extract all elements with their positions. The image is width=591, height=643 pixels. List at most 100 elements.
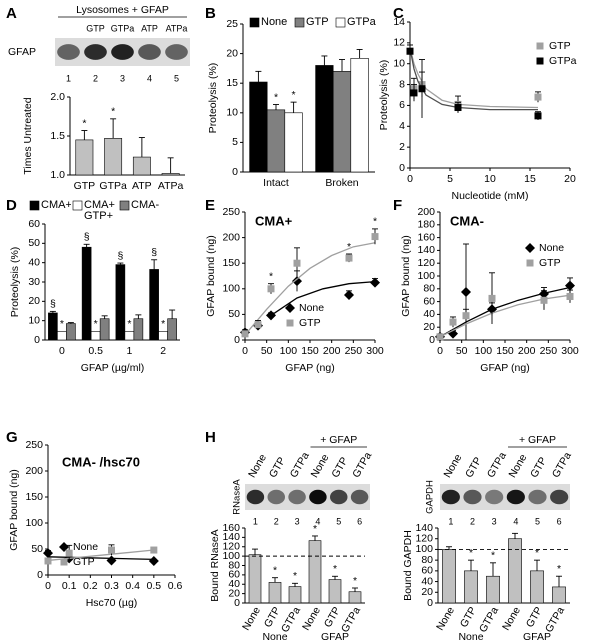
x-tick-label: 0.4	[125, 580, 140, 592]
x-tick-label: 15	[524, 173, 536, 185]
x-tick-label: None	[240, 605, 263, 633]
legend-label-box: CMA+ GTP+	[84, 200, 115, 222]
blot-band	[57, 44, 80, 60]
y-tick-label: 1.5	[50, 130, 65, 142]
lane-label: None	[441, 452, 464, 480]
y-tick-label: 0	[232, 166, 238, 178]
chart-title: CMA- /hsc70	[62, 454, 140, 469]
x-tick-label: 0	[242, 345, 248, 357]
y-tick-label: 0	[34, 334, 40, 346]
point	[454, 104, 462, 112]
y-tick-label: 20	[228, 587, 240, 599]
bar	[249, 81, 268, 173]
lane-label: GTPa	[485, 450, 509, 480]
legend-marker	[59, 542, 69, 552]
x-tick-label: GTP	[524, 605, 545, 630]
lane-label: GTP	[528, 455, 549, 480]
y-tick-label: 160	[417, 231, 435, 243]
bar-annotation: §	[117, 250, 123, 262]
point	[344, 289, 354, 300]
y-tick-label: 180	[417, 219, 435, 231]
bar-annotation: *	[535, 547, 539, 559]
y-tick-label: 30	[28, 276, 40, 288]
lane-number: 4	[147, 73, 152, 83]
bar	[66, 323, 76, 341]
y-tick-label: 100	[25, 517, 43, 529]
lane-label: GTPa	[550, 450, 574, 480]
y-tick-label: 50	[31, 543, 43, 555]
lane-label: GTP	[86, 23, 105, 33]
x-tick-label: 200	[518, 345, 536, 357]
bar	[266, 109, 286, 173]
chart-title: CMA+	[255, 213, 293, 228]
x-tick-label: 50	[456, 345, 468, 357]
bar-annotation: *	[469, 547, 473, 559]
x-tick-label: 200	[323, 345, 341, 357]
lane-label: GTP	[329, 455, 350, 480]
bar	[48, 312, 58, 341]
lane-number: 1	[253, 516, 258, 526]
legend-swatch	[72, 200, 83, 211]
lane-number: 5	[535, 516, 540, 526]
legend-label: None	[261, 17, 288, 28]
blot-band	[550, 489, 569, 505]
blot-band	[165, 44, 188, 60]
panel-letter: F	[393, 197, 402, 214]
bar	[288, 586, 302, 604]
bar	[530, 570, 544, 604]
y-tick-label: 60	[421, 565, 433, 577]
legend-label: GTP	[306, 17, 329, 28]
y-tick-label: 150	[25, 491, 43, 503]
legend-label: GTP	[299, 317, 321, 329]
bar	[90, 330, 101, 341]
fit-line	[244, 242, 376, 336]
blot-band	[485, 489, 504, 505]
point	[44, 557, 52, 565]
point	[108, 546, 115, 554]
legend-label: GTPa	[347, 17, 376, 28]
fit-line	[439, 286, 571, 338]
x-tick-label: 250	[345, 345, 363, 357]
lane-label: None	[506, 452, 529, 480]
legend-marker	[536, 57, 544, 65]
y-axis-label: Times Untreated	[22, 97, 34, 174]
bar	[328, 579, 342, 604]
lane-number: 3	[492, 516, 497, 526]
legend-label: CMA+ GTP+	[84, 200, 115, 222]
panel-letter: E	[205, 197, 215, 214]
y-tick-label: 20	[226, 47, 238, 59]
bar-annotation: *	[161, 318, 165, 330]
y-tick-label: 0	[37, 569, 43, 581]
y-tick-label: 2	[399, 141, 405, 153]
x-tick-label: ATP	[132, 180, 152, 192]
lane-label: GTPa	[111, 23, 135, 33]
x-tick-label: 1	[126, 345, 132, 357]
y-tick-label: 80	[228, 559, 240, 571]
lane-number: 3	[295, 516, 300, 526]
bar	[104, 138, 123, 176]
y-tick-label: 200	[417, 206, 435, 218]
bar-annotation: §	[151, 247, 157, 259]
fit-line	[409, 47, 538, 111]
point	[65, 549, 73, 557]
y-axis-label: GFAP bound (ng)	[8, 469, 20, 551]
panel-letter: B	[205, 5, 216, 22]
y-tick-label: 14	[393, 16, 405, 28]
point	[106, 555, 117, 566]
lane-number: 5	[174, 73, 179, 83]
blot-band	[288, 489, 306, 505]
y-tick-label: 40	[28, 256, 40, 268]
y-axis-label: Proteolysis (%)	[9, 247, 21, 318]
x-tick-label: 0.1	[62, 580, 77, 592]
lane-number: 5	[336, 516, 341, 526]
y-tick-label: 0	[427, 597, 433, 609]
x-tick-label: 150	[496, 345, 514, 357]
y-tick-label: 40	[421, 575, 433, 587]
panel-letter: G	[6, 429, 18, 446]
y-tick-label: 140	[417, 244, 435, 256]
y-tick-label: 12	[393, 37, 405, 49]
legend-swatch	[119, 200, 130, 211]
bar	[167, 318, 177, 341]
lane-number: 1	[448, 516, 453, 526]
y-axis-label: GFAP bound (ng)	[400, 235, 412, 317]
